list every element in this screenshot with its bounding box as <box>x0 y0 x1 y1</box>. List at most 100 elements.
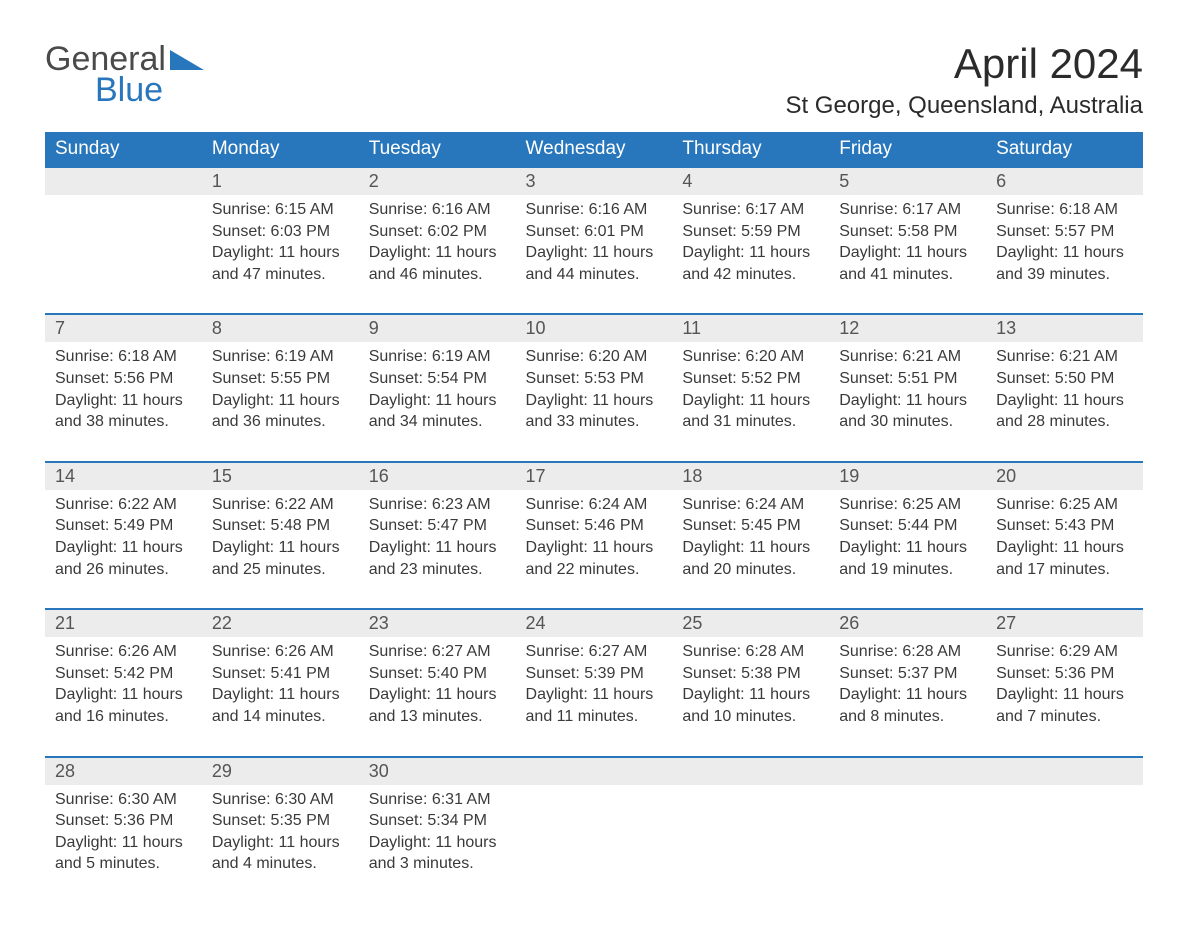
info-cell: Sunrise: 6:20 AMSunset: 5:52 PMDaylight:… <box>672 342 829 461</box>
date-cell: 20 <box>986 462 1143 490</box>
daylight-text: Daylight: 11 hours and 46 minutes. <box>369 242 506 285</box>
daylight-text: Daylight: 11 hours and 39 minutes. <box>996 242 1133 285</box>
date-cell: 3 <box>516 167 673 195</box>
daylight-text: Daylight: 11 hours and 11 minutes. <box>526 684 663 727</box>
day-header: Sunday <box>45 132 202 167</box>
date-cell: 21 <box>45 609 202 637</box>
sunrise-text: Sunrise: 6:21 AM <box>839 346 976 368</box>
info-cell <box>829 785 986 903</box>
sunset-text: Sunset: 5:36 PM <box>996 663 1133 685</box>
date-cell: 7 <box>45 314 202 342</box>
sunset-text: Sunset: 5:41 PM <box>212 663 349 685</box>
info-cell: Sunrise: 6:30 AMSunset: 5:36 PMDaylight:… <box>45 785 202 903</box>
sunrise-text: Sunrise: 6:30 AM <box>55 789 192 811</box>
date-cell: 12 <box>829 314 986 342</box>
date-cell: 15 <box>202 462 359 490</box>
info-cell: Sunrise: 6:22 AMSunset: 5:48 PMDaylight:… <box>202 490 359 609</box>
date-cell: 8 <box>202 314 359 342</box>
date-cell: 4 <box>672 167 829 195</box>
info-row: Sunrise: 6:26 AMSunset: 5:42 PMDaylight:… <box>45 637 1143 756</box>
sunset-text: Sunset: 5:58 PM <box>839 221 976 243</box>
date-cell: 19 <box>829 462 986 490</box>
date-cell: 16 <box>359 462 516 490</box>
daylight-text: Daylight: 11 hours and 22 minutes. <box>526 537 663 580</box>
date-cell: 17 <box>516 462 673 490</box>
daylight-text: Daylight: 11 hours and 20 minutes. <box>682 537 819 580</box>
logo-text-blue: Blue <box>95 71 204 110</box>
info-cell: Sunrise: 6:24 AMSunset: 5:46 PMDaylight:… <box>516 490 673 609</box>
day-header: Saturday <box>986 132 1143 167</box>
sunset-text: Sunset: 5:52 PM <box>682 368 819 390</box>
daylight-text: Daylight: 11 hours and 44 minutes. <box>526 242 663 285</box>
day-header: Monday <box>202 132 359 167</box>
date-cell: 28 <box>45 757 202 785</box>
sunrise-text: Sunrise: 6:18 AM <box>55 346 192 368</box>
sunset-text: Sunset: 5:49 PM <box>55 515 192 537</box>
date-row: 282930 <box>45 757 1143 785</box>
info-cell <box>516 785 673 903</box>
sunrise-text: Sunrise: 6:25 AM <box>996 494 1133 516</box>
date-cell: 22 <box>202 609 359 637</box>
sunrise-text: Sunrise: 6:26 AM <box>212 641 349 663</box>
info-cell <box>986 785 1143 903</box>
info-cell: Sunrise: 6:25 AMSunset: 5:43 PMDaylight:… <box>986 490 1143 609</box>
info-row: Sunrise: 6:18 AMSunset: 5:56 PMDaylight:… <box>45 342 1143 461</box>
sunrise-text: Sunrise: 6:31 AM <box>369 789 506 811</box>
date-cell: 1 <box>202 167 359 195</box>
daylight-text: Daylight: 11 hours and 38 minutes. <box>55 390 192 433</box>
sunrise-text: Sunrise: 6:15 AM <box>212 199 349 221</box>
sunset-text: Sunset: 5:57 PM <box>996 221 1133 243</box>
date-cell: 30 <box>359 757 516 785</box>
sunset-text: Sunset: 5:47 PM <box>369 515 506 537</box>
day-header: Wednesday <box>516 132 673 167</box>
daylight-text: Daylight: 11 hours and 3 minutes. <box>369 832 506 875</box>
daylight-text: Daylight: 11 hours and 25 minutes. <box>212 537 349 580</box>
info-cell: Sunrise: 6:28 AMSunset: 5:38 PMDaylight:… <box>672 637 829 756</box>
sunset-text: Sunset: 5:45 PM <box>682 515 819 537</box>
info-cell: Sunrise: 6:24 AMSunset: 5:45 PMDaylight:… <box>672 490 829 609</box>
sunset-text: Sunset: 5:56 PM <box>55 368 192 390</box>
daylight-text: Daylight: 11 hours and 34 minutes. <box>369 390 506 433</box>
date-row: 21222324252627 <box>45 609 1143 637</box>
sunset-text: Sunset: 5:54 PM <box>369 368 506 390</box>
title-block: April 2024 St George, Queensland, Austra… <box>785 40 1143 120</box>
info-cell: Sunrise: 6:16 AMSunset: 6:01 PMDaylight:… <box>516 195 673 314</box>
info-cell: Sunrise: 6:17 AMSunset: 5:59 PMDaylight:… <box>672 195 829 314</box>
daylight-text: Daylight: 11 hours and 5 minutes. <box>55 832 192 875</box>
date-cell <box>986 757 1143 785</box>
sunset-text: Sunset: 5:48 PM <box>212 515 349 537</box>
sunrise-text: Sunrise: 6:29 AM <box>996 641 1133 663</box>
info-cell: Sunrise: 6:19 AMSunset: 5:55 PMDaylight:… <box>202 342 359 461</box>
sunset-text: Sunset: 5:38 PM <box>682 663 819 685</box>
date-cell <box>672 757 829 785</box>
sunset-text: Sunset: 5:37 PM <box>839 663 976 685</box>
sunset-text: Sunset: 5:34 PM <box>369 810 506 832</box>
sunrise-text: Sunrise: 6:27 AM <box>526 641 663 663</box>
sunset-text: Sunset: 5:53 PM <box>526 368 663 390</box>
date-cell: 9 <box>359 314 516 342</box>
date-cell <box>516 757 673 785</box>
sunset-text: Sunset: 5:46 PM <box>526 515 663 537</box>
sunset-text: Sunset: 5:51 PM <box>839 368 976 390</box>
sunset-text: Sunset: 5:35 PM <box>212 810 349 832</box>
month-title: April 2024 <box>785 40 1143 88</box>
info-cell: Sunrise: 6:18 AMSunset: 5:56 PMDaylight:… <box>45 342 202 461</box>
info-cell: Sunrise: 6:18 AMSunset: 5:57 PMDaylight:… <box>986 195 1143 314</box>
location: St George, Queensland, Australia <box>785 92 1143 120</box>
info-cell: Sunrise: 6:16 AMSunset: 6:02 PMDaylight:… <box>359 195 516 314</box>
daylight-text: Daylight: 11 hours and 7 minutes. <box>996 684 1133 727</box>
info-cell: Sunrise: 6:31 AMSunset: 5:34 PMDaylight:… <box>359 785 516 903</box>
sunset-text: Sunset: 5:50 PM <box>996 368 1133 390</box>
date-cell: 14 <box>45 462 202 490</box>
calendar-table: SundayMondayTuesdayWednesdayThursdayFrid… <box>45 132 1143 903</box>
sunrise-text: Sunrise: 6:16 AM <box>369 199 506 221</box>
sunset-text: Sunset: 6:02 PM <box>369 221 506 243</box>
date-cell: 5 <box>829 167 986 195</box>
day-header-row: SundayMondayTuesdayWednesdayThursdayFrid… <box>45 132 1143 167</box>
day-header: Friday <box>829 132 986 167</box>
daylight-text: Daylight: 11 hours and 26 minutes. <box>55 537 192 580</box>
logo: General Blue <box>45 40 204 110</box>
day-header: Thursday <box>672 132 829 167</box>
sunset-text: Sunset: 5:36 PM <box>55 810 192 832</box>
sunrise-text: Sunrise: 6:28 AM <box>839 641 976 663</box>
